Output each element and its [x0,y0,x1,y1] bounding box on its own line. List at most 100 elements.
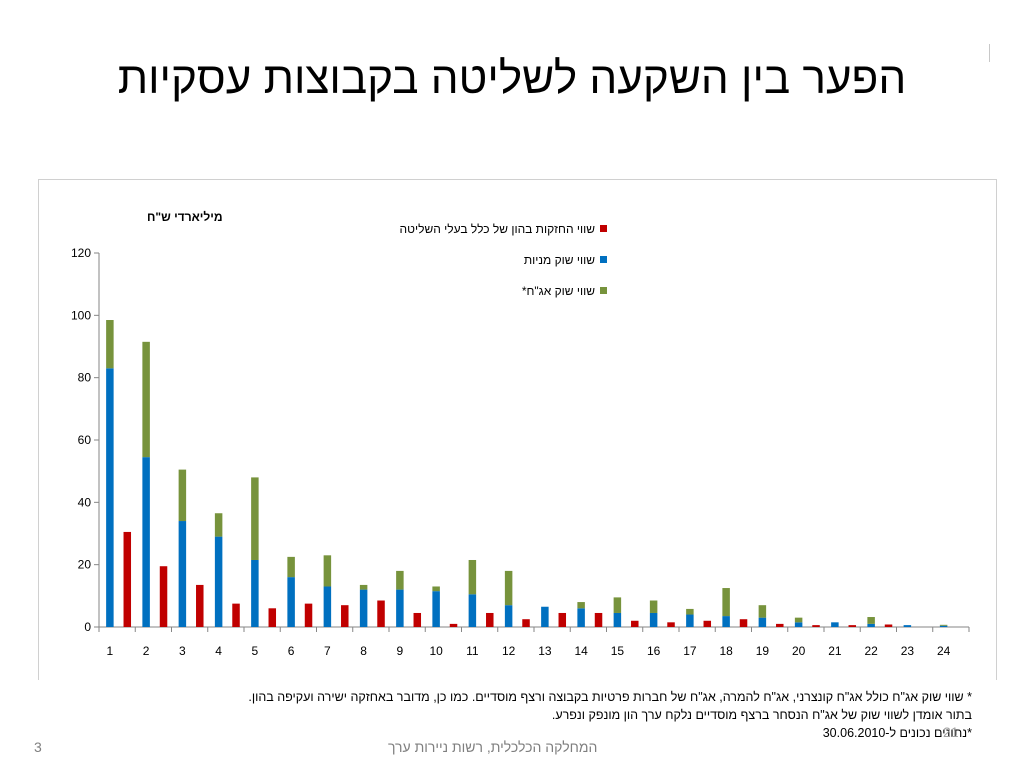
legend-label: שווי החזקות בהון של כלל בעלי השליטה [400,222,596,236]
legend-label: שווי שוק אג"ח* [522,284,595,298]
bar-equity-market-value [432,591,440,627]
x-tick-label: 16 [647,644,661,658]
y-tick-label: 80 [78,371,92,385]
x-tick-label: 8 [360,644,367,658]
bar-equity-market-value [541,606,549,627]
legend: שווי החזקות בהון של כלל בעלי השליטה שווי … [400,222,607,298]
bar-controller-holdings [413,612,422,627]
legend-swatch [600,225,607,232]
bar-equity-market-value [939,625,948,627]
bar-bond-market-value [251,477,259,560]
bar-controller-holdings [812,625,820,627]
x-tick-label: 9 [397,644,404,658]
x-tick-label: 5 [252,644,259,658]
bar-equity-market-value [686,614,694,627]
x-tick-label: 17 [683,644,697,658]
y-axis-label: מיליארדי ש"ח [147,210,223,224]
bar-equity-market-value [758,617,767,627]
bar-equity-market-value [867,623,875,627]
bar-equity-market-value [251,559,259,627]
bar-controller-holdings [703,620,712,627]
bar-controller-holdings [377,600,385,627]
bar-equity-market-value [577,608,585,627]
y-tick-label: 0 [84,620,91,634]
x-tick-label: 24 [937,644,951,658]
x-tick-label: 22 [864,644,878,658]
bar-bond-market-value [649,600,658,613]
bar-equity-market-value [504,605,513,627]
bar-bond-market-value [867,617,875,624]
footnote-date: *נתונים נכונים ל-30.06.2010 [822,726,972,740]
bar-equity-market-value [142,457,150,627]
bar-bond-market-value [504,570,513,606]
chart-container: מיליארדי ש"ח 0 20 40 60 80 100 120 1 2 3 4 5 6 7 8 9 10 1… [38,179,997,680]
bar-bond-market-value [106,320,114,369]
x-tick-label: 1 [107,644,114,658]
footnote-bonds: * שווי שוק אג"ח כולל אג"ח קונצרני, אג"ח … [248,690,972,704]
bar-bond-market-value [323,555,332,587]
bar-controller-holdings [776,623,784,627]
x-tick-label: 18 [719,644,733,658]
y-tick-label: 100 [71,308,91,322]
bar-bond-market-value [468,559,477,595]
x-tick-label: 19 [756,644,770,658]
bar-controller-holdings [631,620,639,627]
legend-label: שווי שוק מניות [524,253,595,267]
bar-controller-holdings [594,612,603,627]
footnote-estimate: בתור אומדן לשווי שוק של אג"ח הנסחר ברצף … [551,708,972,722]
bar-equity-market-value [613,612,622,627]
bar-controller-holdings [268,608,277,627]
bar-controller-holdings [486,612,494,627]
bar-bond-market-value [396,570,404,590]
ghost-page-number: 21 [943,724,959,740]
bar-bond-market-value [432,586,440,592]
page-number: 3 [34,739,42,755]
bar-bond-market-value [613,597,622,613]
x-tick-label: 15 [611,644,625,658]
bar-equity-market-value [214,536,223,627]
bar-equity-market-value [649,612,658,627]
bar-bond-market-value [577,602,585,609]
bar-bond-market-value [214,513,223,537]
bar-controller-holdings [341,605,349,627]
bar-equity-market-value [722,616,730,627]
footer-text: המחלקה הכלכלית, רשות ניירות ערך [388,739,598,755]
footnotes: * שווי שוק אג"ח כולל אג"ח קונצרני, אג"ח … [72,688,972,742]
y-tick-label: 20 [78,558,92,572]
bar-controller-holdings [232,603,240,627]
y-tick-label: 120 [71,246,91,260]
bar-equity-market-value [468,594,477,627]
bar-controller-holdings [739,619,748,627]
legend-swatch [600,256,607,263]
x-tick-label: 11 [466,644,479,658]
bar-equity-market-value [178,521,187,627]
bar-controller-holdings [123,531,132,627]
legend-swatch [600,287,607,294]
x-tick-label: 13 [538,644,552,658]
bar-equity-market-value [106,368,114,627]
bar-controller-holdings [522,619,530,627]
x-tick-label: 6 [288,644,295,658]
bar-equity-market-value [359,589,368,627]
x-tick-label: 7 [324,644,331,658]
x-tick-label: 10 [429,644,443,658]
bar-equity-market-value [287,577,295,627]
bar-equity-market-value [323,586,332,627]
bar-controller-holdings [558,612,567,627]
bar-controller-holdings [449,623,458,627]
bar-bond-market-value [178,469,187,522]
x-tick-label: 23 [901,644,915,658]
x-tick-label: 3 [179,644,186,658]
x-tick-label: 2 [143,644,150,658]
x-tick-label: 12 [502,644,516,658]
bar-equity-market-value [831,622,839,627]
bar-controller-holdings [159,566,168,627]
bar-controller-holdings [848,625,857,627]
bar-bond-market-value [686,608,694,615]
bar-controller-holdings [884,624,893,627]
bar-bond-market-value [359,584,368,590]
bar-bond-market-value [758,605,767,618]
bars [106,320,948,627]
